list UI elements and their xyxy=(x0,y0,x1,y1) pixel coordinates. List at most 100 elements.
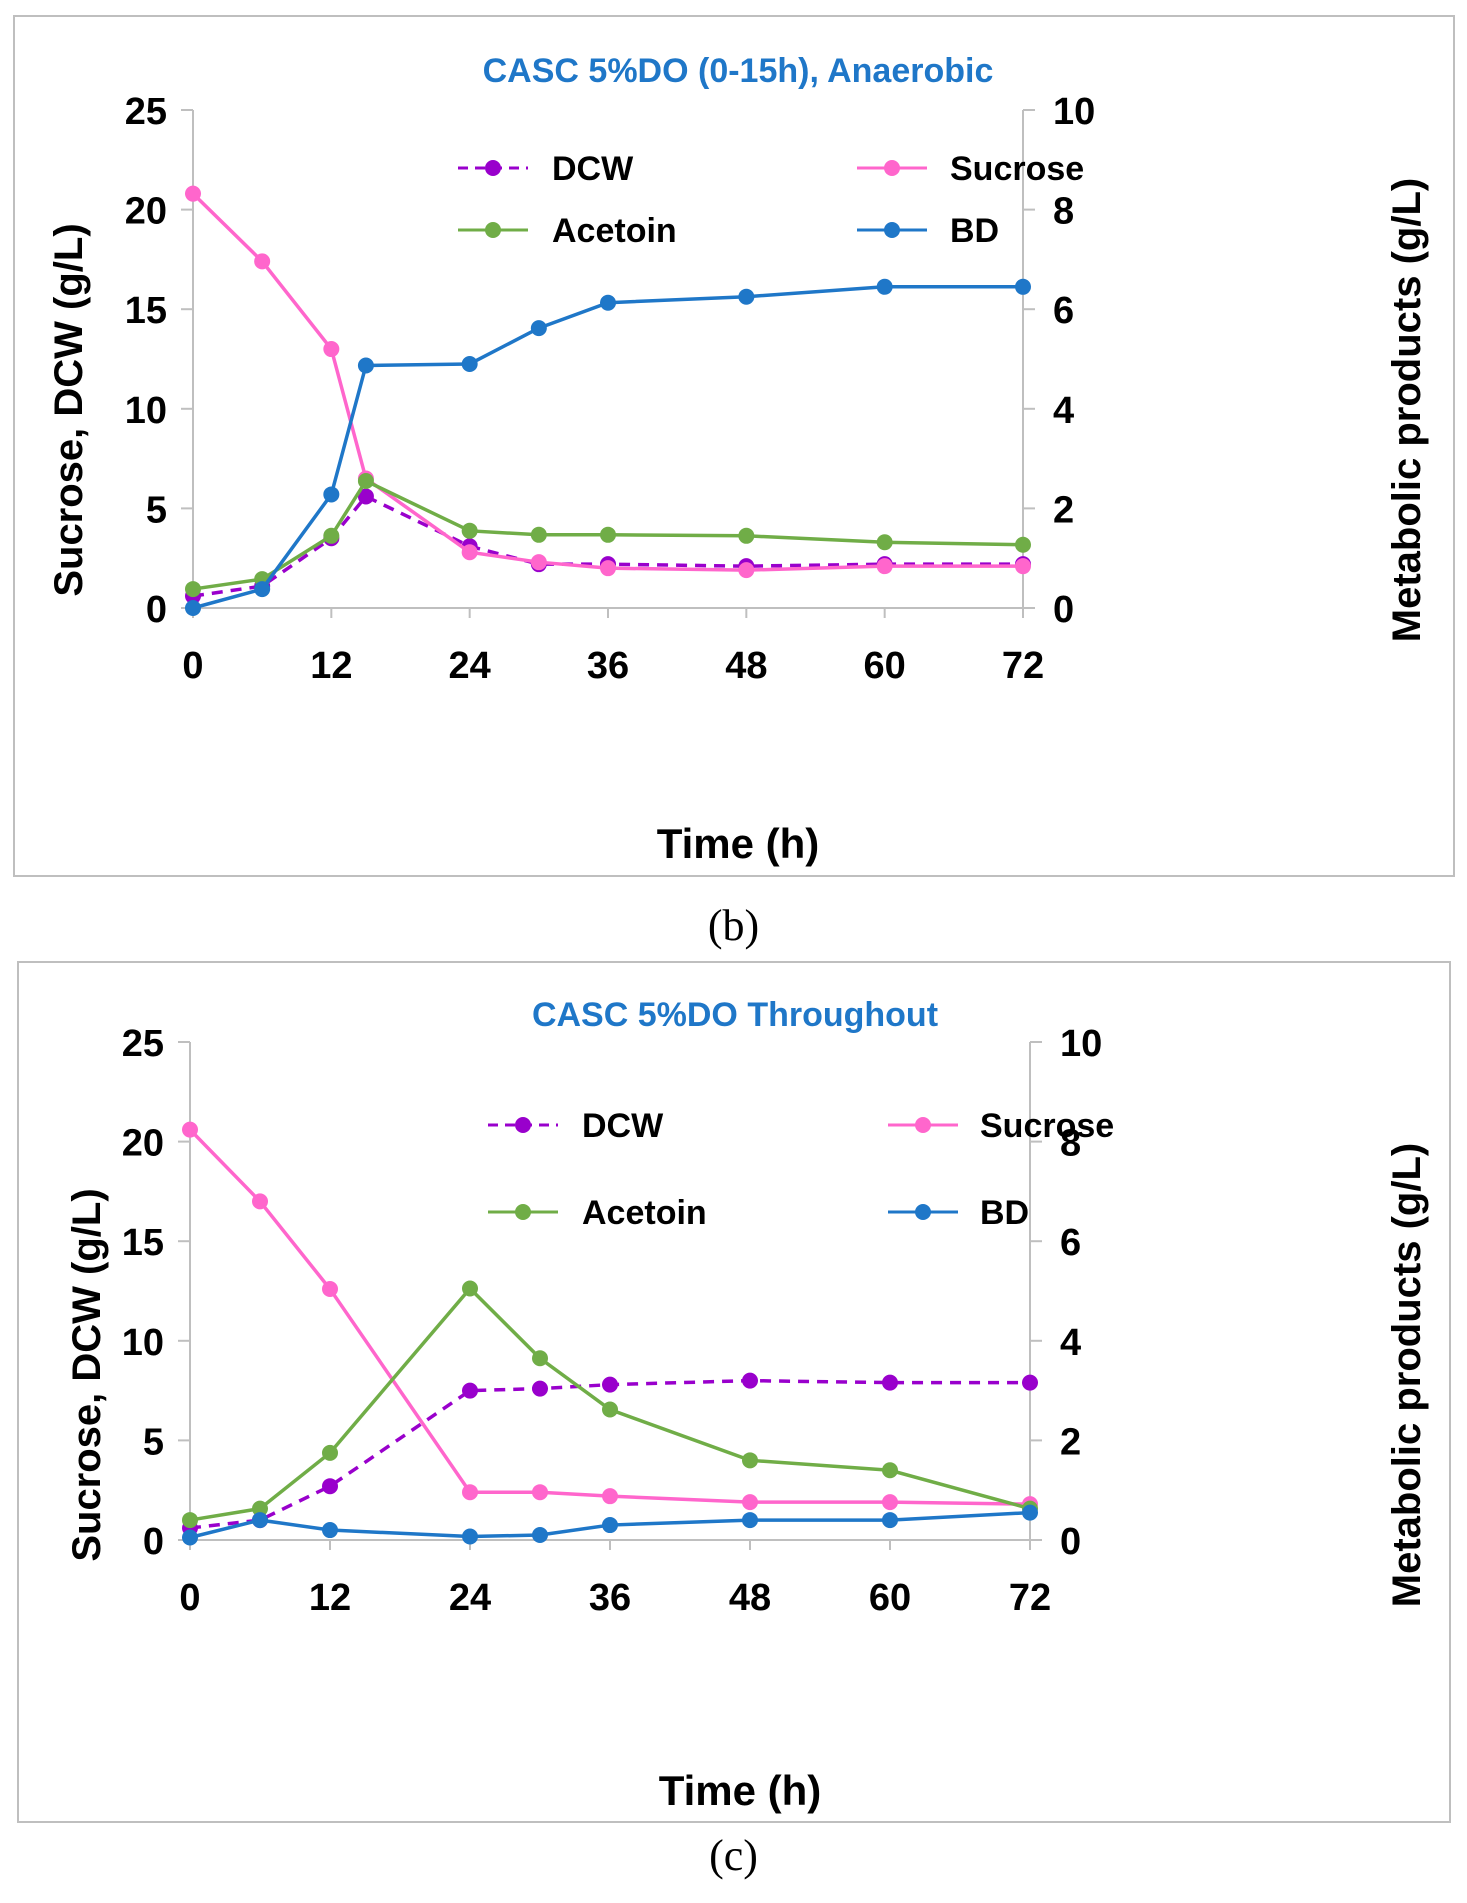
data-point-bd xyxy=(357,357,374,374)
legend-marker-sucrose xyxy=(884,160,900,176)
legend-marker-dcw xyxy=(485,160,501,176)
chart-title: CASC 5%DO Throughout xyxy=(532,996,938,1034)
data-point-sucrose xyxy=(322,1281,338,1298)
x-tick-label: 72 xyxy=(1009,1577,1051,1619)
data-point-bd xyxy=(876,278,893,295)
data-point-sucrose xyxy=(254,253,271,270)
legend: DCW Sucrose Acetoin BD xyxy=(458,150,1084,250)
data-point-bd xyxy=(600,294,616,311)
y-left-tick-label: 25 xyxy=(125,91,167,133)
panel-label-c: (c) xyxy=(709,1831,758,1880)
chart-c: CASC 5%DO Throughout Time (h) Sucrose, D… xyxy=(17,961,1451,1823)
y-left-tick-label: 0 xyxy=(143,1521,164,1563)
y-right-tick-label: 0 xyxy=(1060,1521,1081,1563)
x-tick-label: 60 xyxy=(864,645,906,687)
data-point-bd xyxy=(530,320,547,337)
data-point-bd xyxy=(461,355,478,372)
data-point-sucrose xyxy=(742,1494,758,1511)
y-left-tick-label: 5 xyxy=(143,1421,164,1463)
y-axis-right-label: Metabolic products (g/L) xyxy=(1385,178,1429,642)
data-point-dcw xyxy=(357,488,374,505)
y-left-tick-label: 20 xyxy=(125,191,167,233)
data-point-sucrose xyxy=(252,1193,268,1210)
legend-marker-sucrose xyxy=(915,1117,931,1133)
series-line-acetoin xyxy=(192,478,1024,591)
y-right-tick-label: 10 xyxy=(1060,1023,1102,1065)
legend-marker-acetoin xyxy=(485,222,501,238)
x-tick-label: 72 xyxy=(1002,645,1044,687)
data-point-bd xyxy=(532,1527,548,1544)
data-point-sucrose xyxy=(323,341,340,358)
y-right-tick-label: 4 xyxy=(1060,1322,1081,1364)
data-point-sucrose xyxy=(602,1488,618,1505)
data-point-acetoin xyxy=(876,534,893,551)
series-line-sucrose xyxy=(191,192,1023,572)
data-point-dcw xyxy=(462,1382,478,1399)
data-point-dcw xyxy=(532,1380,548,1397)
data-point-sucrose xyxy=(876,558,893,575)
y-left-tick-label: 10 xyxy=(125,390,167,432)
legend-label-dcw: DCW xyxy=(552,150,634,188)
data-point-acetoin xyxy=(1015,536,1031,553)
x-tick-label: 24 xyxy=(449,1577,491,1619)
x-tick-label: 12 xyxy=(310,645,352,687)
data-point-bd xyxy=(882,1512,898,1529)
y-left-tick-label: 15 xyxy=(122,1222,164,1264)
data-point-bd xyxy=(602,1517,618,1534)
data-point-bd xyxy=(323,486,340,503)
x-tick-label: 12 xyxy=(309,1577,351,1619)
legend-marker-bd xyxy=(884,222,900,238)
data-point-acetoin xyxy=(462,1280,478,1297)
chart-b: CASC 5%DO (0-15h), Anaerobic Time (h) Su… xyxy=(13,15,1455,877)
panel-b: CASC 5%DO (0-15h), Anaerobic Time (h) Su… xyxy=(0,0,1467,950)
data-point-dcw xyxy=(322,1478,338,1495)
data-point-sucrose xyxy=(462,1484,478,1501)
data-point-sucrose xyxy=(182,1121,198,1138)
series-line-bd xyxy=(192,285,1023,610)
data-point-sucrose xyxy=(738,562,755,579)
data-point-dcw xyxy=(602,1376,618,1393)
data-point-sucrose xyxy=(882,1494,898,1511)
x-axis-label: Time (h) xyxy=(657,820,820,867)
data-point-dcw xyxy=(742,1372,758,1389)
x-tick-label: 36 xyxy=(589,1577,631,1619)
y-left-tick-label: 0 xyxy=(146,589,167,631)
y-right-tick-label: 6 xyxy=(1053,290,1074,332)
data-point-acetoin xyxy=(738,527,755,544)
data-point-acetoin xyxy=(323,527,340,544)
x-tick-label: 60 xyxy=(869,1577,911,1619)
data-point-sucrose xyxy=(530,554,547,571)
legend-label-acetoin: Acetoin xyxy=(582,1194,707,1232)
legend-label-sucrose: Sucrose xyxy=(980,1107,1114,1145)
x-tick-label: 24 xyxy=(449,645,491,687)
x-axis-label: Time (h) xyxy=(659,1767,822,1814)
data-point-acetoin xyxy=(530,526,547,543)
y-left-tick-label: 15 xyxy=(125,290,167,332)
data-point-acetoin xyxy=(461,522,478,539)
chart-frame xyxy=(17,961,1451,1823)
data-point-acetoin xyxy=(882,1462,898,1479)
legend: DCW Sucrose Acetoin BD xyxy=(488,1107,1114,1232)
y-axis-left-label: Sucrose, DCW (g/L) xyxy=(65,1188,109,1561)
x-tick-label: 0 xyxy=(182,645,203,687)
legend-label-acetoin: Acetoin xyxy=(552,212,677,250)
y-right-tick-label: 2 xyxy=(1053,489,1074,531)
data-point-bd xyxy=(252,1512,268,1529)
y-left-tick-label: 25 xyxy=(122,1023,164,1065)
data-point-acetoin xyxy=(742,1452,758,1469)
x-tick-label: 36 xyxy=(587,645,629,687)
data-point-acetoin xyxy=(602,1401,618,1418)
data-point-acetoin xyxy=(182,1512,198,1529)
panel-label-b: (b) xyxy=(707,901,760,950)
data-point-dcw xyxy=(882,1374,898,1391)
data-point-bd xyxy=(1022,1504,1038,1521)
data-point-acetoin xyxy=(322,1444,338,1461)
data-point-acetoin xyxy=(252,1500,268,1517)
data-point-sucrose xyxy=(185,185,201,202)
data-point-bd xyxy=(742,1512,758,1529)
data-point-dcw xyxy=(1022,1374,1038,1391)
data-point-acetoin xyxy=(600,526,616,543)
data-point-bd xyxy=(322,1522,338,1539)
data-point-bd xyxy=(254,581,271,598)
